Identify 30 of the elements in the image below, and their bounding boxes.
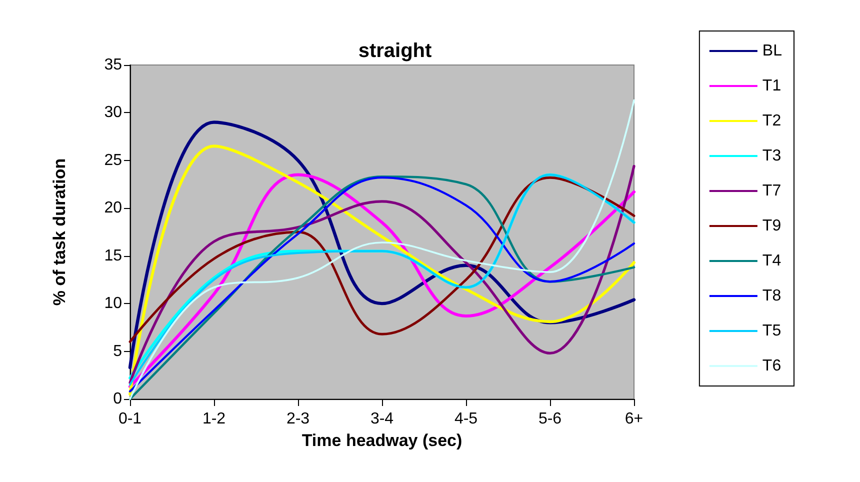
legend-label: T1 xyxy=(762,78,782,94)
y-tick-label: 25 xyxy=(104,152,122,169)
legend-label: T9 xyxy=(762,218,782,234)
legend-label: T4 xyxy=(762,252,782,270)
chart-title: straight xyxy=(358,40,432,62)
x-axis-title: Time headway (sec) xyxy=(302,430,462,450)
legend-label: T3 xyxy=(762,148,782,164)
y-tick-label: 10 xyxy=(104,295,122,312)
line-series xyxy=(128,176,636,343)
legend-label: T7 xyxy=(762,182,782,200)
legend-label: BL xyxy=(762,42,782,60)
x-tick-label: 3-4 xyxy=(370,410,394,428)
x-tick-label: 4-5 xyxy=(454,410,478,428)
x-tick-label: 6+ xyxy=(624,410,644,428)
legend-label: T8 xyxy=(762,288,782,304)
y-tick-label: 5 xyxy=(113,342,122,360)
y-tick-label: 30 xyxy=(104,104,122,122)
x-tick-label: 2-3 xyxy=(286,410,310,428)
y-tick-label: 20 xyxy=(104,200,122,217)
y-tick-label: 15 xyxy=(104,247,122,264)
legend-label: T5 xyxy=(762,322,782,340)
line-series xyxy=(128,120,636,370)
x-tick-label: 0-1 xyxy=(118,410,142,428)
y-tick-label: 0 xyxy=(113,390,122,408)
x-tick-label: 1-2 xyxy=(202,410,226,428)
legend-label: T2 xyxy=(762,112,782,130)
y-tick-label: 35 xyxy=(104,56,122,74)
y-axis-title: % of task duration xyxy=(50,158,69,306)
legend-label: T6 xyxy=(762,358,782,374)
x-tick-label: 5-6 xyxy=(538,410,562,428)
